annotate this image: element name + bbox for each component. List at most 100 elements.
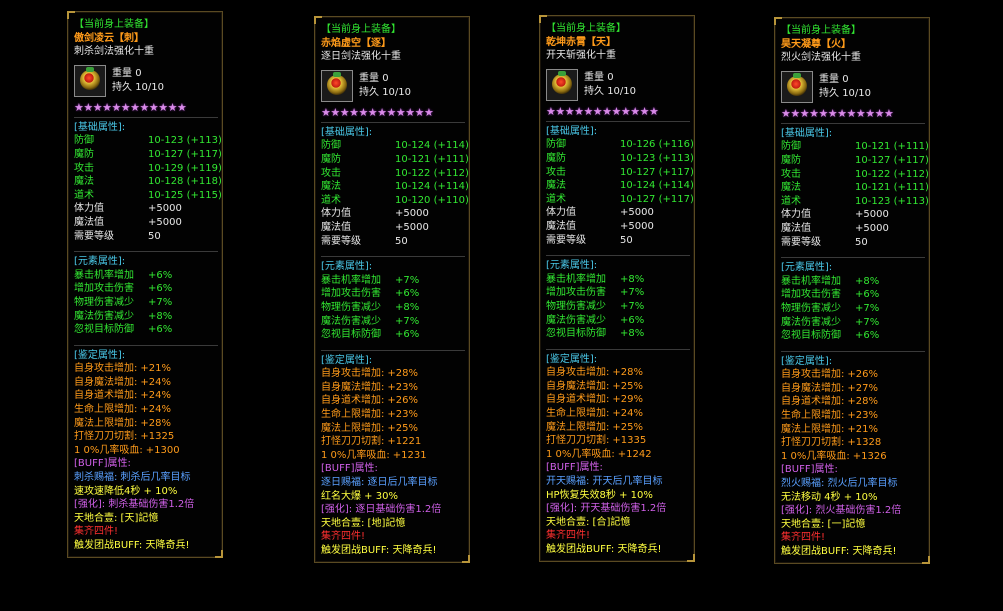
ident-label: 自身魔法增加:: [546, 380, 610, 392]
ident-value: +28%: [612, 367, 643, 379]
base-row: 魔防 10-123 (+113): [546, 152, 694, 166]
buff-line-2: 红名大爆 + 30%: [321, 490, 398, 502]
strength-line: [强化]: 刺杀基础伤害1.2倍: [74, 499, 195, 511]
base-label: 攻击: [546, 166, 566, 178]
star-rating: ★★★★★★★★★★★★: [321, 105, 434, 119]
ident-value: +24%: [140, 390, 171, 402]
base-value: 10-127 (+117): [620, 166, 694, 178]
star-rating: ★★★★★★★★★★★★: [781, 106, 894, 120]
ident-label: 自身魔法增加:: [74, 376, 138, 388]
elem-label: 暴击机率增加: [74, 269, 134, 281]
ident-label: 打怪刀刀切割:: [321, 436, 385, 448]
base-value: 10-123 (+113): [620, 152, 694, 164]
elem-label: 物理伤害减少: [781, 302, 841, 314]
ident-value: +25%: [612, 421, 643, 433]
extra-label: 需要等级: [321, 235, 361, 247]
identify-attributes-title: [鉴定属性]:: [781, 355, 833, 367]
extra-row: 魔法值 +5000: [546, 220, 690, 234]
base-row: 魔防 10-127 (+117): [74, 148, 222, 162]
base-label: 魔法: [546, 180, 566, 192]
durability-label: 持久: [359, 86, 379, 98]
ident-label: 生命上限增加:: [546, 408, 610, 420]
ident-label: 1 0%几率吸血:: [321, 449, 390, 461]
buff-line-2: 速攻速降低4秒 + 10%: [74, 485, 178, 497]
medal-icon: [80, 66, 100, 90]
extra-row: 需要等级 50: [546, 234, 690, 248]
extra-value: +5000: [148, 203, 182, 215]
extra-value: +5000: [395, 208, 429, 220]
elem-row: 物理伤害减少 +7%: [781, 302, 925, 316]
element-attributes-title: [元素属性]:: [781, 262, 833, 274]
item-icon-slot[interactable]: [781, 70, 813, 103]
base-label: 魔法: [74, 176, 94, 188]
ident-label: 自身魔法增加:: [321, 381, 385, 393]
ident-value: +24%: [612, 408, 643, 420]
set-complete-line: 集齐四件!: [546, 530, 591, 542]
extra-value: 50: [855, 236, 868, 248]
elem-label: 忽视目标防御: [546, 328, 606, 340]
elem-value: +6%: [620, 314, 645, 326]
weight-value: 0: [382, 73, 389, 85]
ident-row: 生命上限增加: +23%: [781, 409, 925, 423]
extra-label: 需要等级: [546, 234, 586, 246]
elem-label: 魔法伤害减少: [546, 314, 606, 326]
item-name: 傲剑凌云【刺】: [74, 32, 144, 44]
base-row: 攻击 10-122 (+112): [321, 167, 469, 181]
base-label: 防御: [321, 140, 341, 152]
extra-value: +5000: [855, 222, 889, 234]
base-attributes-title: [基础属性]:: [74, 121, 126, 133]
base-row: 道术 10-125 (+115): [74, 189, 222, 203]
ident-row: 自身攻击增加: +21%: [74, 362, 218, 376]
ident-value: +26%: [387, 395, 418, 407]
weight-label: 重量: [112, 68, 132, 80]
item-icon-slot[interactable]: [74, 64, 106, 97]
durability-label: 持久: [584, 85, 604, 97]
base-label: 攻击: [74, 162, 94, 174]
equipment-tooltip-panel: 【当前身上装备】 赤焰虚空【逐】 逐日剑法强化十重 重量 0 持久 10/10 …: [314, 15, 470, 563]
base-row: 魔防 10-121 (+111): [321, 153, 469, 167]
elem-row: 暴击机率增加 +8%: [546, 273, 690, 287]
base-label: 魔防: [321, 153, 341, 165]
base-label: 防御: [546, 139, 566, 151]
elem-row: 增加攻击伤害 +6%: [321, 287, 465, 301]
ident-label: 魔法上限增加:: [546, 421, 610, 433]
ident-row: 魔法上限增加: +28%: [74, 417, 218, 431]
buff-line-2: 无法移动 4秒 + 10%: [781, 491, 878, 503]
base-label: 魔防: [546, 152, 566, 164]
buff-title: [BUFF]属性:: [321, 463, 378, 475]
base-label: 道术: [74, 189, 94, 201]
element-attributes: [元素属性]: 暴击机率增加 +6% 增加攻击伤害 +6% 物理伤害减少 +7%…: [74, 251, 218, 337]
ident-row: 自身攻击增加: +28%: [321, 367, 465, 381]
base-value: 10-127 (+117): [855, 154, 929, 166]
star-rating: ★★★★★★★★★★★★: [546, 104, 659, 118]
ident-row: 自身魔法增加: +24%: [74, 376, 218, 390]
base-label: 道术: [781, 195, 801, 207]
elem-value: +7%: [620, 287, 645, 299]
elem-label: 魔法伤害减少: [74, 310, 134, 322]
ident-label: 自身道术增加:: [546, 394, 610, 406]
extra-label: 体力值: [546, 207, 576, 219]
item-icon-slot[interactable]: [546, 68, 578, 101]
identify-attributes: [鉴定属性]: 自身攻击增加: +28% 自身魔法增加: +23% 自身道术增加…: [321, 349, 465, 558]
equipment-tooltip-panel: 【当前身上装备】 乾坤赤霄【天】 开天斩强化十重 重量 0 持久 10/10 ★…: [539, 15, 695, 562]
panel-header: 【当前身上装备】: [781, 25, 861, 36]
base-row: 魔法 10-124 (+114): [546, 179, 694, 193]
elem-row: 忽视目标防御 +6%: [74, 323, 218, 337]
identify-attributes-title: [鉴定属性]:: [74, 349, 126, 361]
equipment-tooltip-panel: 【当前身上装备】 昊天凝尊【火】 烈火剑法强化十重 重量 0 持久 10/10 …: [774, 17, 930, 564]
elem-row: 魔法伤害减少 +6%: [546, 314, 690, 328]
elem-label: 忽视目标防御: [321, 329, 381, 341]
base-value: 10-126 (+116): [620, 139, 694, 151]
medal-icon: [552, 70, 572, 94]
buff-line-1: 刺杀赐福: 刺杀后几率目标: [74, 472, 191, 484]
identify-attributes-title: [鉴定属性]:: [546, 353, 598, 365]
extra-value: +5000: [395, 221, 429, 233]
base-row: 防御 10-124 (+114): [321, 139, 469, 153]
buff-line-1: 烈火赐福: 烈火后几率目标: [781, 478, 898, 490]
ident-value: +28%: [847, 396, 878, 408]
item-icon-slot[interactable]: [321, 69, 353, 102]
base-row: 攻击 10-122 (+112): [781, 168, 929, 182]
elem-row: 物理伤害减少 +8%: [321, 301, 465, 315]
extra-row: 体力值 +5000: [546, 206, 690, 220]
ident-label: 自身攻击增加:: [74, 363, 138, 375]
